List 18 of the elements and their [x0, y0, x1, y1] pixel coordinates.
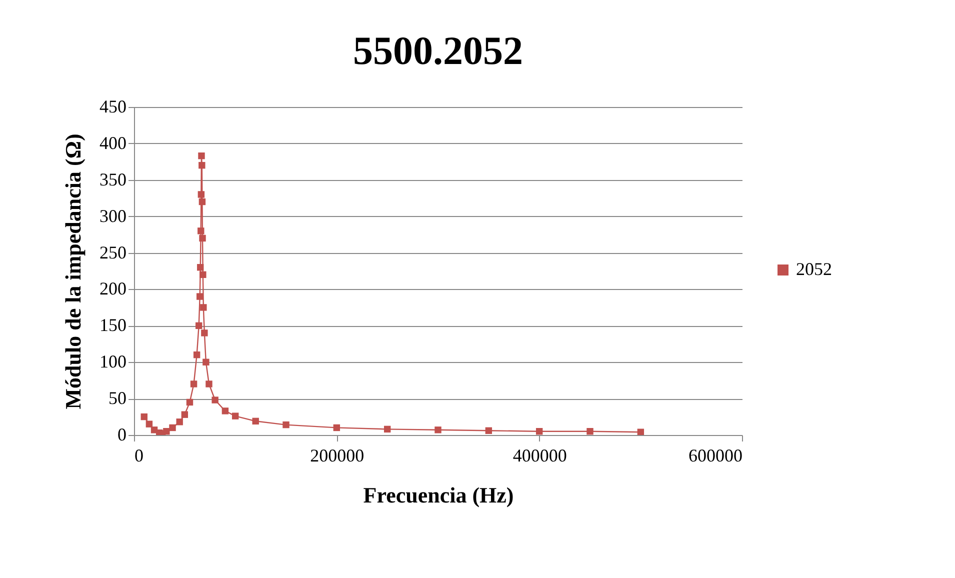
x-tick-label: 600000 — [688, 446, 742, 466]
chart-title: 5500.2052 — [353, 28, 523, 73]
x-axis-title: Frecuencia (Hz) — [363, 482, 514, 508]
y-tick-label: 0 — [118, 424, 126, 444]
y-tick-label: 100 — [100, 352, 126, 372]
y-tick-label: 350 — [100, 169, 126, 190]
x-tick-label: 0 — [134, 446, 144, 466]
y-tick-label: 150 — [100, 315, 126, 336]
x-tick-label: 400000 — [512, 446, 567, 466]
y-tick-label: 250 — [100, 242, 126, 262]
y-tick-label: 450 — [100, 96, 126, 116]
legend-label: 2052 — [796, 259, 832, 279]
y-tick-label: 200 — [100, 278, 126, 299]
y-tick-label: 300 — [100, 206, 126, 226]
y-axis-title: Módulo de la impedancia (Ω) — [60, 134, 86, 410]
y-tick-label: 400 — [100, 132, 126, 153]
y-tick-label: 50 — [108, 388, 126, 408]
x-tick-label: 200000 — [310, 446, 364, 466]
